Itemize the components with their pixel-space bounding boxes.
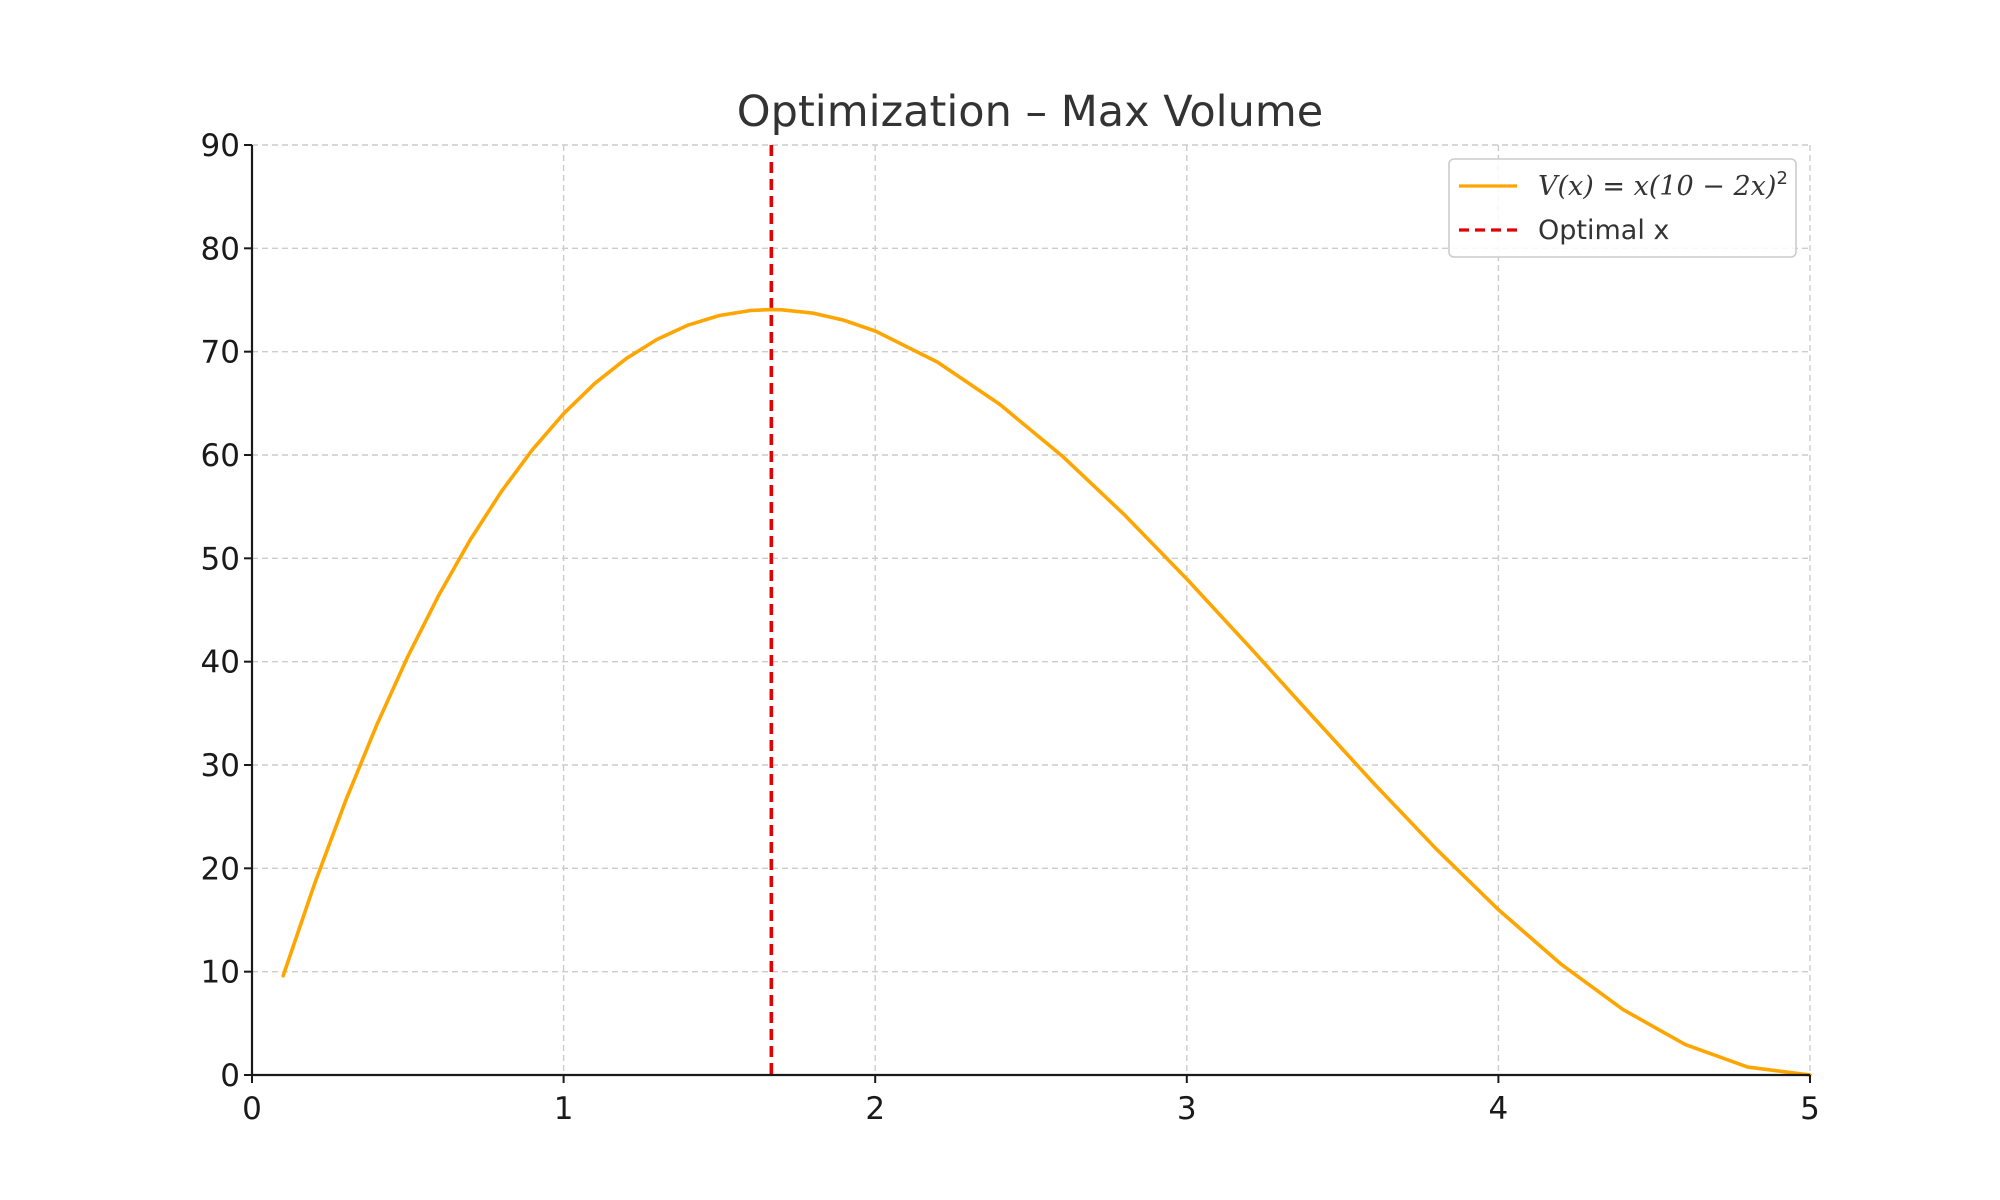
legend-box — [1448, 158, 1797, 258]
legend-label-curve-eq: = — [1594, 171, 1634, 202]
legend-label-curve-lhs: V(x) — [1538, 171, 1594, 202]
y-tick-label-3: 30 — [201, 748, 240, 784]
y-tick-label-4: 40 — [201, 645, 240, 681]
axes — [244, 144, 1811, 1083]
legend-label-curve-rhs: x(10 − 2x) — [1634, 171, 1777, 202]
x-tick-label-0: 0 — [242, 1091, 262, 1127]
chart-title: Optimization – Max Volume — [737, 87, 1323, 137]
series-line-volume — [281, 307, 1812, 1077]
legend-label-curve-sup: 2 — [1776, 168, 1787, 189]
y-tick-label-6: 60 — [201, 438, 240, 474]
y-tick-label-7: 70 — [201, 335, 240, 371]
legend-label-curve: V(x) = x(10 − 2x)2 — [1538, 168, 1788, 202]
y-tick-label-0: 0 — [220, 1058, 240, 1094]
y-tick-label-5: 50 — [201, 541, 240, 577]
legend: V(x) = x(10 − 2x)2 Optimal x — [1448, 158, 1797, 258]
y-tick-label-8: 80 — [201, 231, 240, 267]
y-tick-label-9: 90 — [201, 128, 240, 164]
legend-label-optimal: Optimal x — [1538, 215, 1669, 246]
y-tick-label-2: 20 — [201, 851, 240, 887]
x-tick-label-3: 3 — [1177, 1091, 1197, 1127]
y-tick-label-1: 10 — [201, 955, 240, 991]
x-tick-label-4: 4 — [1489, 1091, 1509, 1127]
x-tick-label-5: 5 — [1800, 1091, 1820, 1127]
x-tick-label-2: 2 — [865, 1091, 885, 1127]
x-tick-label-1: 1 — [554, 1091, 574, 1127]
series — [281, 307, 1812, 1077]
